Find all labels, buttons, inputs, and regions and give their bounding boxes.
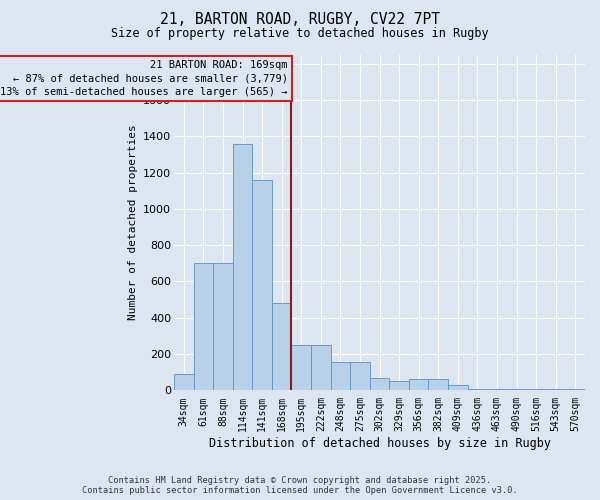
Bar bbox=[311, 344, 331, 390]
Text: 21 BARTON ROAD: 169sqm
← 87% of detached houses are smaller (3,779)
13% of semi-: 21 BARTON ROAD: 169sqm ← 87% of detached… bbox=[0, 60, 287, 97]
Text: Size of property relative to detached houses in Rugby: Size of property relative to detached ho… bbox=[111, 28, 489, 40]
Bar bbox=[526, 389, 546, 390]
Text: Contains HM Land Registry data © Crown copyright and database right 2025.
Contai: Contains HM Land Registry data © Crown c… bbox=[82, 476, 518, 495]
Bar bbox=[565, 389, 585, 390]
Bar bbox=[409, 379, 428, 390]
Bar bbox=[272, 303, 292, 390]
Bar bbox=[253, 180, 272, 390]
Bar bbox=[174, 374, 194, 390]
Bar bbox=[487, 389, 507, 390]
Text: 21, BARTON ROAD, RUGBY, CV22 7PT: 21, BARTON ROAD, RUGBY, CV22 7PT bbox=[160, 12, 440, 28]
Bar bbox=[370, 378, 389, 390]
Bar bbox=[428, 379, 448, 390]
Y-axis label: Number of detached properties: Number of detached properties bbox=[128, 124, 137, 320]
X-axis label: Distribution of detached houses by size in Rugby: Distribution of detached houses by size … bbox=[209, 437, 551, 450]
Bar bbox=[233, 144, 253, 390]
Bar bbox=[350, 362, 370, 390]
Bar bbox=[467, 389, 487, 390]
Bar bbox=[389, 381, 409, 390]
Bar bbox=[213, 263, 233, 390]
Bar bbox=[507, 389, 526, 390]
Bar bbox=[194, 263, 213, 390]
Bar bbox=[292, 344, 311, 390]
Bar bbox=[546, 389, 565, 390]
Bar bbox=[331, 362, 350, 390]
Bar bbox=[448, 384, 467, 390]
